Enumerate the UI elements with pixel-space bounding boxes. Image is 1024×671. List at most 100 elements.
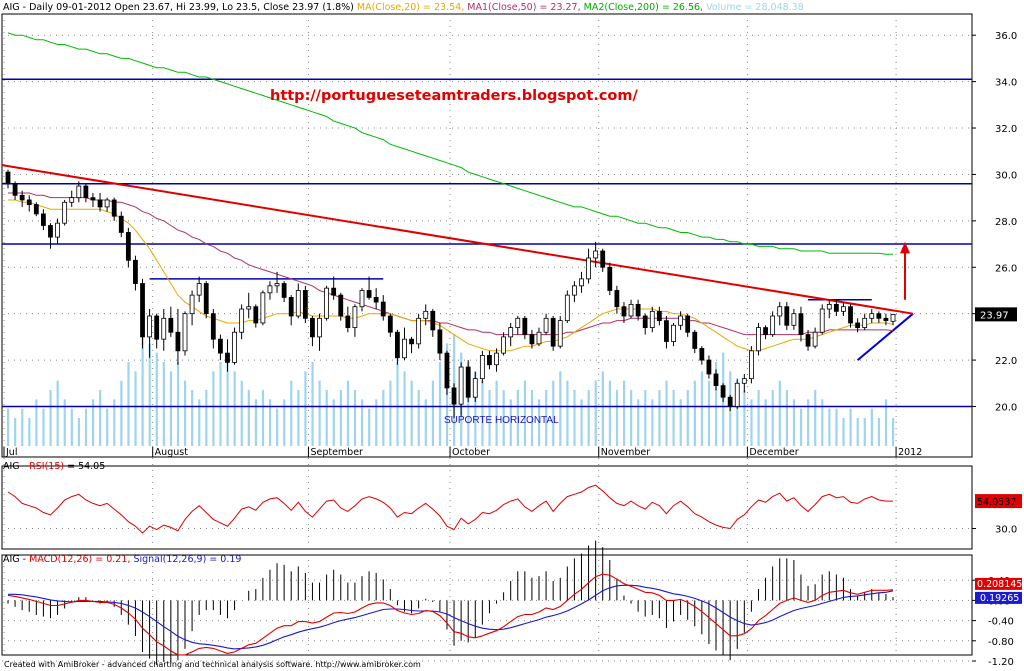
candle-body bbox=[890, 313, 896, 322]
candle-body bbox=[402, 338, 407, 359]
volume-bar bbox=[396, 362, 399, 446]
candle-body bbox=[437, 329, 443, 354]
volume-bar bbox=[821, 399, 824, 446]
volume-bar bbox=[715, 362, 718, 446]
volume-bar bbox=[523, 380, 527, 446]
volume-bar bbox=[21, 408, 24, 446]
volume-bar bbox=[516, 390, 519, 446]
volume-bar bbox=[892, 418, 895, 446]
support-annotation: SUPORTE HORIZONTAL bbox=[444, 415, 559, 426]
candle-body bbox=[458, 366, 464, 405]
volume-bar bbox=[368, 408, 371, 446]
ma20-line bbox=[8, 199, 894, 352]
candle-body bbox=[508, 327, 514, 338]
candle-body bbox=[33, 204, 39, 215]
volume-bar bbox=[28, 418, 31, 446]
candle-body bbox=[111, 199, 117, 217]
volume-bar bbox=[792, 399, 796, 446]
month-label: October bbox=[452, 447, 490, 458]
volume-bar bbox=[268, 399, 272, 446]
volume-bar bbox=[424, 399, 427, 446]
volume-bar bbox=[807, 399, 810, 446]
volume-bar bbox=[219, 362, 222, 446]
volume-bar bbox=[106, 408, 109, 446]
candle-body bbox=[557, 320, 563, 347]
volume-bar bbox=[63, 399, 66, 446]
candle-body bbox=[118, 215, 124, 233]
candle-body bbox=[310, 317, 315, 338]
volume-bar bbox=[304, 371, 307, 446]
candle-body bbox=[26, 199, 32, 206]
month-label: December bbox=[749, 447, 798, 458]
candle-body bbox=[48, 225, 53, 238]
volume-bar bbox=[212, 371, 215, 446]
candle-body bbox=[593, 250, 599, 259]
volume-bar bbox=[240, 380, 243, 446]
volume-bar bbox=[622, 380, 626, 446]
candle-body bbox=[465, 366, 471, 398]
volume-bar bbox=[247, 390, 250, 446]
volume-bar bbox=[771, 390, 774, 446]
volume-bar bbox=[573, 390, 576, 446]
candle-body bbox=[210, 313, 216, 340]
volume-bar bbox=[545, 390, 548, 446]
volume-bar bbox=[198, 399, 201, 446]
volume-bar bbox=[226, 352, 229, 446]
blog-url[interactable]: http://portugueseteamtraders.blogspot.co… bbox=[270, 88, 638, 104]
volume-bar bbox=[339, 390, 342, 446]
volume-bar bbox=[375, 399, 378, 446]
candle-body bbox=[600, 250, 606, 268]
candle-body bbox=[62, 201, 68, 224]
rsi-pane bbox=[1, 465, 973, 550]
volume-bar bbox=[254, 399, 257, 446]
candle-body bbox=[69, 197, 75, 203]
volume-bar bbox=[707, 380, 711, 446]
candle-body bbox=[359, 290, 365, 308]
volume-bar bbox=[743, 390, 746, 446]
macd-header: AIG - MACD(12,26) = 0.21, Signal(12,26,9… bbox=[3, 554, 241, 565]
volume-bar bbox=[686, 390, 689, 446]
candle-body bbox=[352, 306, 358, 328]
volume-bar bbox=[297, 390, 300, 446]
volume-bar bbox=[417, 390, 420, 446]
candle-body bbox=[430, 310, 436, 331]
volume-bar bbox=[601, 371, 604, 446]
volume-bar bbox=[615, 390, 619, 446]
candle-body bbox=[267, 285, 273, 294]
candle-body bbox=[104, 199, 110, 208]
signal-value-label: 0.19265 bbox=[980, 593, 1019, 604]
candle-body bbox=[819, 308, 825, 333]
volume-bar bbox=[14, 418, 17, 446]
rsi-tick-label: 30.0 bbox=[995, 525, 1017, 536]
candle-body bbox=[409, 338, 414, 345]
candle-body bbox=[649, 310, 655, 328]
volume-bar bbox=[559, 371, 562, 446]
candle-body bbox=[274, 283, 280, 287]
candle-body bbox=[90, 197, 96, 201]
month-label: September bbox=[310, 447, 363, 458]
candle-body bbox=[770, 315, 776, 335]
volume-bar bbox=[127, 362, 130, 446]
candle-body bbox=[833, 303, 839, 312]
rsi-header: AIG - RSI(15) = 54.05 bbox=[3, 461, 105, 472]
candle-body bbox=[451, 387, 457, 405]
candle-body bbox=[168, 317, 174, 333]
candle-body bbox=[125, 232, 131, 261]
candle-body bbox=[664, 320, 669, 342]
volume-bar bbox=[7, 408, 10, 446]
price-tick-label: 26.0 bbox=[995, 263, 1017, 274]
volume-bar bbox=[184, 380, 187, 446]
volume-label: Volume = 28,048.38 bbox=[706, 2, 804, 13]
candle-body bbox=[423, 310, 429, 319]
signal-line bbox=[8, 584, 894, 650]
candle-body bbox=[260, 292, 266, 324]
volume-bar bbox=[693, 380, 696, 446]
volume-bar bbox=[658, 390, 661, 446]
macd-line bbox=[7, 573, 894, 656]
macd-prefix: AIG - bbox=[3, 554, 30, 565]
candle-body bbox=[720, 385, 726, 398]
candle-body bbox=[55, 222, 60, 238]
candle-body bbox=[529, 334, 535, 345]
volume-bar bbox=[672, 390, 675, 446]
volume-bar bbox=[785, 390, 788, 446]
